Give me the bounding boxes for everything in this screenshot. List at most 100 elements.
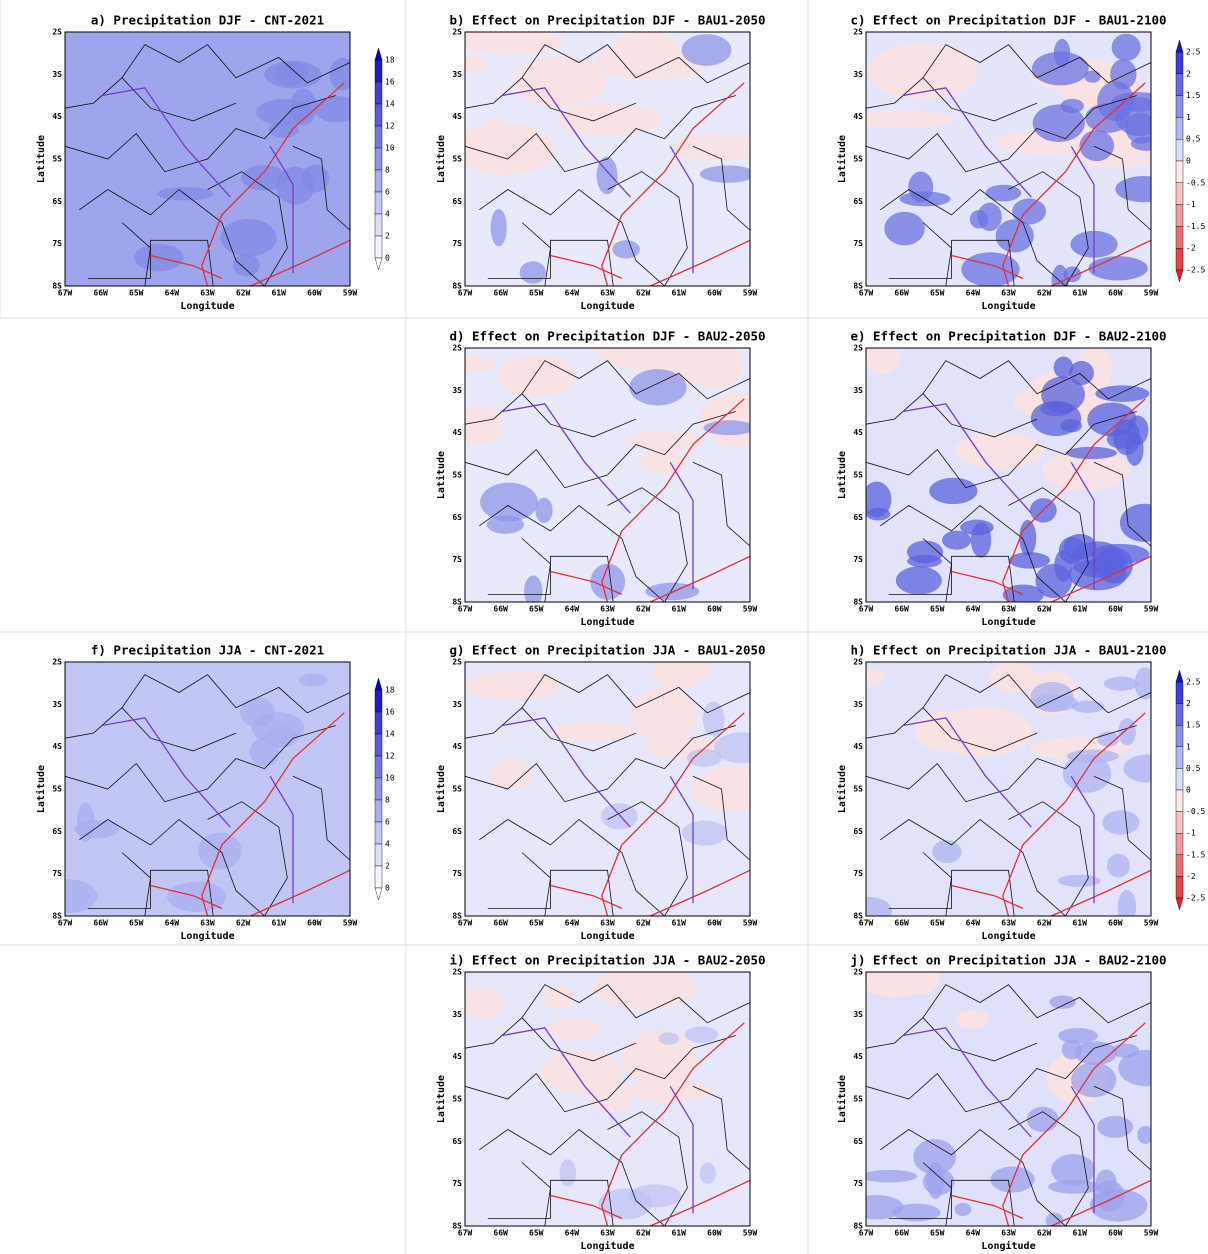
positive-area (519, 261, 547, 284)
colorbar-segment (1175, 703, 1184, 726)
colorbar-label: 10 (385, 144, 395, 153)
panel-title: d) Effect on Precipitation DJF - BAU2-20… (449, 329, 765, 344)
x-tick-label: 64W (165, 289, 180, 298)
x-tick-label: 62W (636, 1229, 651, 1238)
positive-area (329, 57, 350, 91)
y-tick-label: 2S (52, 28, 62, 37)
road (250, 239, 350, 286)
map-panel: g) Effect on Precipitation JJA - BAU1-20… (435, 643, 766, 943)
colorbar-label: 2.5 (1186, 48, 1201, 57)
positive-area (612, 240, 640, 259)
x-tick-label: 60W (307, 289, 322, 298)
panel-title: a) Precipitation DJF - CNT-2021 (91, 13, 324, 28)
colorbar-segment (1175, 876, 1184, 899)
y-tick-label: 7S (52, 239, 62, 248)
map-field (866, 662, 1151, 916)
border (922, 393, 1038, 438)
y-axis-label: Latitude (836, 1075, 848, 1123)
x-tick-label: 61W (672, 605, 687, 614)
colorbar-segment (1175, 51, 1184, 74)
panel-title: c) Effect on Precipitation DJF - BAU1-21… (850, 13, 1166, 28)
negative-area (551, 722, 635, 743)
colorbar: 18 16 14 12 10 8 6 4 2 0 (374, 47, 395, 271)
y-tick-label: 2S (853, 968, 863, 977)
y-tick-label: 6S (452, 513, 462, 522)
map-frame (464, 971, 751, 1227)
colorbar-label: 2 (385, 232, 390, 241)
colorbar-label: 14 (385, 730, 395, 739)
border (479, 818, 665, 916)
border (292, 775, 350, 861)
border (65, 725, 336, 803)
positive-area (685, 1026, 719, 1043)
y-tick-label: 7S (452, 1179, 462, 1188)
positive-area (1095, 385, 1150, 402)
x-tick-label: 61W (1073, 289, 1088, 298)
road (650, 1179, 750, 1226)
positive-area (249, 737, 280, 767)
panel-title: h) Effect on Precipitation JJA - BAU1-21… (850, 643, 1166, 658)
x-tick-label: 62W (1037, 289, 1052, 298)
y-axis-label: Latitude (836, 135, 848, 183)
x-tick-label: 62W (236, 919, 251, 928)
x-tick-label: 63W (600, 919, 615, 928)
y-tick-label: 3S (452, 1010, 462, 1019)
x-tick-label: 65W (529, 919, 544, 928)
y-tick-label: 3S (452, 700, 462, 709)
positive-area (1049, 995, 1076, 1009)
map-panel: j) Effect on Precipitation JJA - BAU2-21… (836, 953, 1167, 1253)
map-frame (865, 31, 1152, 287)
y-axis-label: Latitude (35, 135, 47, 183)
y-tick-label: 2S (452, 658, 462, 667)
x-tick-label: 63W (1001, 605, 1016, 614)
positive-area (480, 482, 538, 522)
border (465, 725, 736, 803)
negative-area (906, 972, 940, 995)
colorbar-label: 6 (385, 818, 390, 827)
x-tick-label: 61W (272, 289, 287, 298)
colorbar-segment (374, 821, 383, 845)
positive-area (268, 121, 300, 138)
road (601, 82, 745, 286)
x-tick-label: 65W (930, 1229, 945, 1238)
negative-area (628, 1080, 714, 1103)
x-tick-label: 65W (930, 919, 945, 928)
road (951, 884, 1024, 909)
map-panel: h) Effect on Precipitation JJA - BAU1-21… (836, 643, 1167, 943)
positive-area (929, 477, 978, 505)
y-tick-label: 8S (452, 912, 462, 921)
x-tick-label: 66W (894, 289, 909, 298)
colorbar-label: 0.5 (1186, 764, 1201, 773)
colorbar-label: 18 (385, 56, 395, 65)
colorbar-label: 2.5 (1186, 678, 1201, 687)
border (487, 1179, 614, 1226)
x-tick-label: 59W (343, 289, 358, 298)
road (601, 398, 745, 602)
map-frame (865, 661, 1152, 917)
negative-area (1042, 450, 1130, 491)
y-tick-label: 5S (853, 1095, 863, 1104)
y-tick-label: 3S (52, 70, 62, 79)
x-tick-label: 63W (600, 605, 615, 614)
map-frame (464, 31, 751, 287)
y-tick-label: 3S (853, 386, 863, 395)
positive-area (559, 1159, 577, 1187)
road (650, 869, 750, 916)
road (1070, 1085, 1095, 1214)
map-panel: c) Effect on Precipitation DJF - BAU1-21… (836, 13, 1167, 313)
y-tick-label: 4S (452, 1052, 462, 1061)
colorbar-extend (374, 887, 383, 901)
positive-area (1065, 446, 1117, 460)
colorbar-label: 0.5 (1186, 135, 1201, 144)
negative-area (592, 972, 696, 1010)
colorbar-segment (374, 865, 383, 889)
x-tick-label: 62W (636, 289, 651, 298)
colorbar-segment (1175, 117, 1184, 140)
map-panel: d) Effect on Precipitation DJF - BAU2-20… (435, 329, 766, 629)
colorbar-label: 10 (385, 774, 395, 783)
positive-area (1115, 176, 1151, 203)
colorbar-segment (374, 125, 383, 149)
y-tick-label: 4S (452, 112, 462, 121)
x-tick-label: 59W (1144, 289, 1159, 298)
positive-area (486, 515, 524, 534)
